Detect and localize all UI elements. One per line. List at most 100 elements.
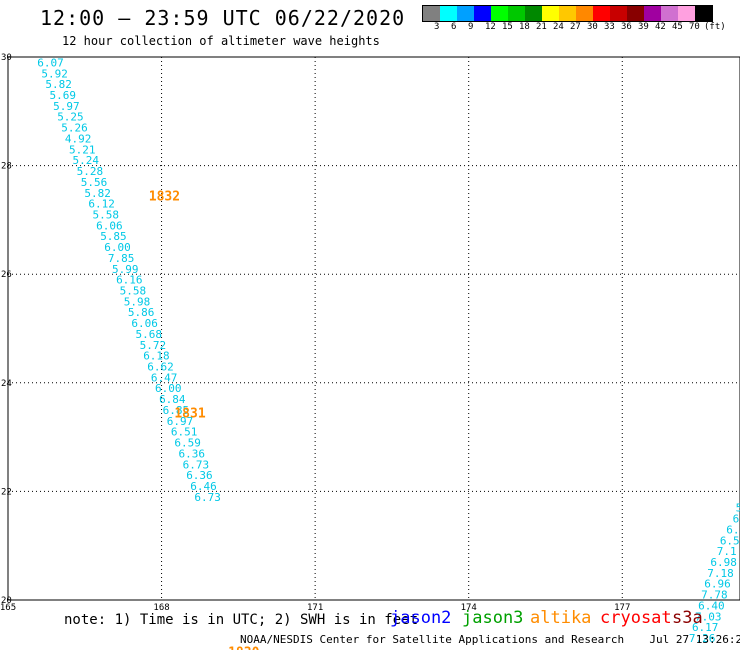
lon-tick-label: 171 [307, 603, 323, 613]
lat-tick-label: 30 [1, 53, 12, 63]
wave-height-value: 6.5 [720, 534, 740, 547]
color-scale-label: 21 [536, 22, 547, 32]
color-swatch [610, 6, 627, 21]
wave-height-value: 6.62 [147, 361, 174, 374]
wave-height-value: 6.73 [183, 458, 210, 471]
wave-height-value: 5.85 [100, 230, 127, 243]
color-swatch [491, 6, 508, 21]
lon-tick-label: 174 [461, 603, 477, 613]
wave-height-value: 6.97 [167, 415, 194, 428]
wave-height-value: 5.82 [45, 78, 72, 91]
lon-tick-label: 177 [614, 603, 630, 613]
wave-height-value: 5.98 [124, 295, 151, 308]
satellite-legend-item: cryosat [600, 608, 672, 628]
wave-height-value: 5.97 [53, 100, 80, 113]
wave-height-value: 5.56 [81, 176, 108, 189]
color-swatch [661, 6, 678, 21]
wave-height-value: 6 [733, 513, 740, 526]
generated-timestamp: Jul 27 13:26:26 UTC 2020 [649, 633, 740, 646]
wave-height-value: 7.1 [717, 545, 737, 558]
wave-height-value: 6.36 [186, 469, 213, 482]
color-swatch [508, 6, 525, 21]
color-scale-label: 39 [638, 22, 649, 32]
color-swatch [423, 6, 440, 21]
wave-height-value: 5.92 [41, 67, 68, 80]
lon-tick-label: 168 [153, 603, 169, 613]
color-scale-label: 12 [485, 22, 496, 32]
wave-height-value: 7.85 [108, 252, 135, 265]
wave-height-value: 5.24 [73, 154, 100, 167]
wave-height-value: 6.47 [151, 371, 178, 384]
wave-height-value: 7.18 [707, 567, 734, 580]
color-scale-label: 24 [553, 22, 564, 32]
color-swatch [474, 6, 491, 21]
wave-height-value: 5.58 [93, 208, 120, 221]
wave-height-value: 6.85 [163, 404, 190, 417]
wave-height-value: 5.99 [112, 263, 139, 276]
wave-height-value: 7.26 [689, 632, 716, 645]
color-scale-label: 30 [587, 22, 598, 32]
wave-height-value: 7.03 [695, 610, 722, 623]
wave-height-value: 6.59 [174, 437, 201, 450]
color-swatch [440, 6, 457, 21]
wave-height-value: 7.78 [701, 589, 728, 602]
lon-tick-label: 165 [0, 603, 16, 613]
wave-height-value: 5.25 [57, 111, 84, 124]
map-frame [7, 56, 740, 601]
color-scale-label: 18 [519, 22, 530, 32]
color-swatch [576, 6, 593, 21]
color-swatch [644, 6, 661, 21]
color-scale-label: 70 [689, 22, 700, 32]
color-scale-label: 9 [468, 22, 474, 32]
lat-tick-label: 26 [1, 270, 12, 280]
wave-height-value: 6.07 [37, 56, 64, 69]
pass-time-label: 1831 [174, 407, 205, 422]
wave-height-value: 5.72 [140, 339, 167, 352]
map-subtitle: 12 hour collection of altimeter wave hei… [62, 34, 380, 48]
satellite-legend-item: altika [530, 608, 592, 628]
wave-height-value: 6.16 [116, 274, 143, 287]
wave-height-value: 5 [736, 502, 740, 515]
wave-height-value: 6.12 [88, 198, 115, 211]
color-scale-label: 45 [672, 22, 683, 32]
wave-height-value: 5.82 [84, 187, 111, 200]
wave-height-value: 5.86 [128, 306, 155, 319]
wave-height-color-scale [422, 5, 713, 22]
pass-time-label: 1830 [228, 646, 259, 650]
color-swatch [627, 6, 644, 21]
color-scale-label: 27 [570, 22, 581, 32]
satellite-legend-item: jason3 [462, 608, 524, 628]
wave-height-value: 6.36 [179, 447, 206, 460]
wave-height-value: 6. [726, 523, 739, 536]
color-swatch [695, 6, 712, 21]
wave-height-value: 5.58 [120, 284, 147, 297]
wave-height-value: 5.69 [50, 89, 77, 102]
wave-height-value: 6.00 [104, 241, 131, 254]
map-title: 12:00 – 23:59 UTC 06/22/2020 [40, 6, 406, 30]
wave-height-value: 6.51 [171, 426, 198, 439]
lat-tick-label: 24 [1, 379, 12, 389]
footer-credit: NOAA/NESDIS Center for Satellite Applica… [240, 633, 740, 646]
satellite-legend-item: jason2 [390, 608, 452, 628]
wave-height-value: 6.17 [692, 621, 719, 634]
wave-height-value: 6.46 [190, 480, 217, 493]
wave-height-value: 6.00 [155, 382, 182, 395]
lat-tick-label: 22 [1, 487, 12, 497]
wave-height-value: 6.06 [131, 317, 158, 330]
wave-height-value: 6.96 [704, 578, 731, 591]
wave-height-value: 6.18 [143, 350, 170, 363]
color-swatch [457, 6, 474, 21]
wave-height-value: 6.98 [710, 556, 737, 569]
wave-height-value: 6.73 [194, 491, 221, 504]
pass-time-label: 1832 [149, 189, 180, 204]
color-swatch [678, 6, 695, 21]
lat-tick-label: 20 [1, 596, 12, 606]
color-swatch [593, 6, 610, 21]
color-scale-label: 15 [502, 22, 513, 32]
footer-note: note: 1) Time is in UTC; 2) SWH is in fe… [64, 612, 419, 628]
color-scale-label: 3 [434, 22, 440, 32]
color-swatch [542, 6, 559, 21]
wave-height-value: 6.84 [159, 393, 186, 406]
